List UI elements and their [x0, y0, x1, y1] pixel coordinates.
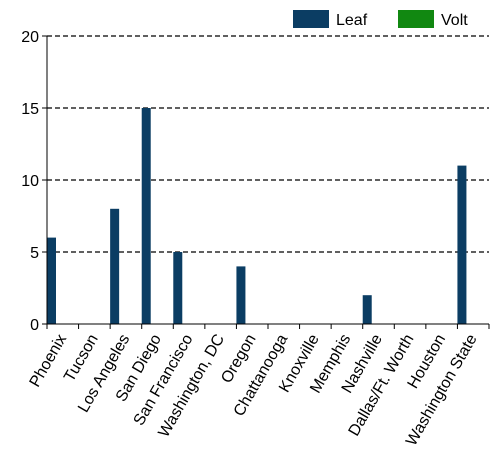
- bar-leaf-3: [141, 108, 151, 324]
- y-tick-label-10: 10: [21, 173, 39, 190]
- bars: [47, 108, 467, 324]
- legend: Leaf Volt: [293, 10, 468, 29]
- y-tick-label-0: 0: [30, 317, 39, 334]
- bar-leaf-6: [236, 266, 246, 324]
- bar-leaf-10: [362, 295, 372, 324]
- y-tick-labels: 0 5 10 15 20: [21, 29, 39, 334]
- bar-leaf-2: [110, 208, 120, 324]
- legend-label-leaf: Leaf: [336, 12, 368, 29]
- bar-leaf-4: [173, 252, 183, 324]
- y-tick-label-5: 5: [30, 245, 39, 262]
- axes: [42, 35, 490, 329]
- y-tick-label-15: 15: [21, 101, 39, 118]
- x-tick-label-0: Phoenix: [27, 332, 71, 391]
- legend-label-volt: Volt: [441, 12, 468, 29]
- y-tick-label-20: 20: [21, 29, 39, 46]
- bar-leaf-13: [457, 165, 467, 324]
- legend-swatch-volt: [398, 10, 434, 28]
- gridlines: [47, 35, 489, 253]
- bar-leaf-0: [47, 237, 56, 324]
- legend-swatch-leaf: [293, 10, 329, 28]
